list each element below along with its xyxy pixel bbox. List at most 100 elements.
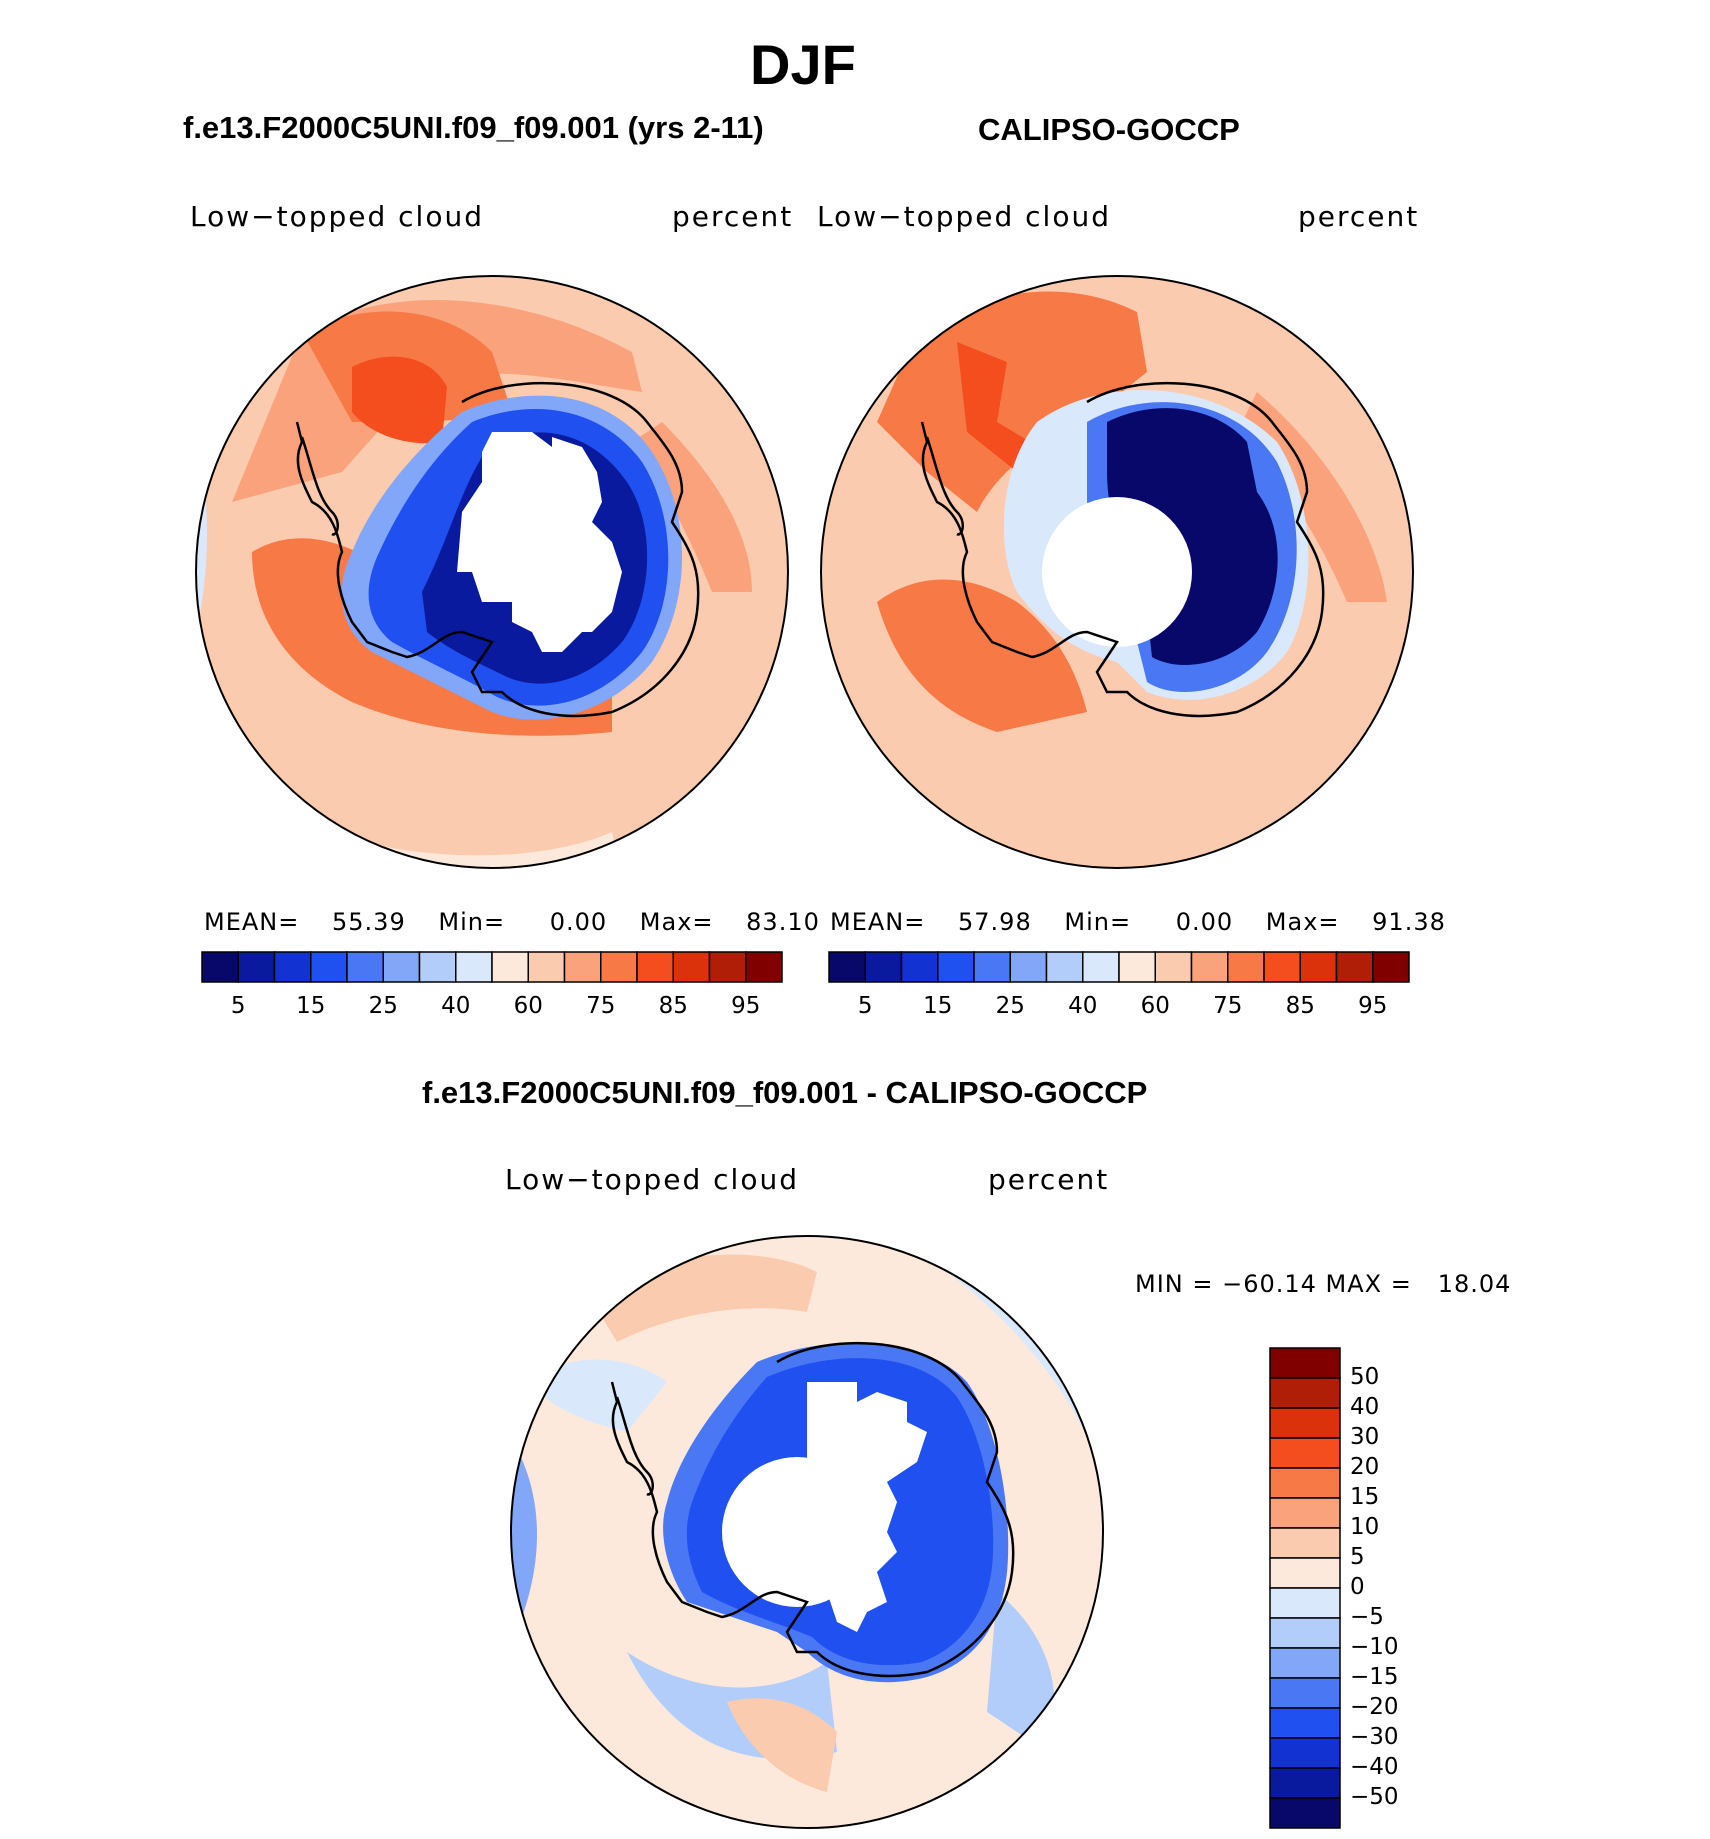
missing-data-region [722, 1457, 872, 1607]
colorbar-swatch [1190, 951, 1229, 983]
colorbar-tick-label: 40 [441, 993, 471, 1019]
colorbar-swatch [900, 951, 939, 983]
coastline [300, 436, 339, 536]
diff-colorbar [1269, 1347, 1341, 1829]
colorbar-tick-label: 60 [513, 993, 543, 1019]
colorbar-swatch [672, 951, 711, 983]
obs-colorbar [828, 951, 1410, 983]
colorbar-swatch [237, 951, 276, 983]
colorbar-tick-label: 20 [1350, 1454, 1380, 1480]
colorbar-swatch [1082, 951, 1120, 983]
colorbar-tick-label: 25 [368, 993, 398, 1019]
colorbar-tick-label: 10 [1350, 1514, 1380, 1540]
cloud-region [352, 356, 447, 444]
colorbar-swatch [1263, 951, 1301, 983]
colorbar-swatch [1269, 1767, 1341, 1799]
colorbar-swatch [201, 951, 239, 983]
coastline [615, 1396, 654, 1496]
colorbar-swatch [418, 951, 457, 983]
colorbar-swatch [1269, 1407, 1341, 1439]
colorbar-tick-label: 85 [1285, 993, 1315, 1019]
colorbar-tick-label: 0 [1350, 1574, 1365, 1600]
colorbar-swatch [1118, 951, 1156, 983]
obs-stats: MEAN= 57.98 Min= 0.00 Max= 91.38 [830, 908, 1445, 936]
figure-title: DJF [750, 33, 856, 96]
colorbar-tick-label: 85 [658, 993, 688, 1019]
colorbar-tick-label: −30 [1350, 1724, 1399, 1750]
mean-value: 55.39 [332, 908, 406, 936]
right-units-label: percent [1298, 200, 1420, 233]
colorbar-swatch [346, 951, 384, 983]
coastline [295, 381, 700, 718]
colorbar-swatch [1045, 951, 1084, 983]
colorbar-swatch [310, 951, 348, 983]
colorbar-tick-label: 15 [923, 993, 953, 1019]
colorbar-swatch [745, 951, 783, 983]
colorbar-swatch [1269, 1527, 1341, 1559]
colorbar-swatch [1269, 1557, 1341, 1589]
missing-data-region [457, 432, 622, 652]
colorbar-tick-label: 15 [1350, 1484, 1380, 1510]
colorbar-swatch [708, 951, 747, 983]
diff-colorbar-ticks: 50 40 30 20 15 10 5 0 −5 −10 −15 −20 −30 −40 −50 [1350, 1348, 1470, 1828]
cloud-region [877, 291, 1147, 512]
colorbar-swatch [1269, 1647, 1341, 1679]
colorbar-swatch [1269, 1467, 1341, 1499]
colorbar-swatch [1269, 1797, 1341, 1829]
colorbar-tick-label: 40 [1068, 993, 1098, 1019]
right-variable-label: Low−topped cloud [817, 200, 1111, 233]
map-outline [195, 275, 789, 869]
colorbar-swatch [1269, 1737, 1341, 1769]
colorbar-swatch [1335, 951, 1374, 983]
colorbar-swatch [1372, 951, 1410, 983]
diff-region [727, 1698, 837, 1792]
colorbar-swatch [828, 951, 866, 983]
cloud-region [632, 422, 752, 592]
mean-label: MEAN= [830, 908, 926, 936]
colorbar-tick-label: 75 [1213, 993, 1243, 1019]
left-variable-label: Low−topped cloud [190, 200, 484, 233]
colorbar-swatch [1269, 1347, 1341, 1379]
diff-panel-title: f.e13.F2000C5UNI.f09_f09.001 - CALIPSO-G… [422, 1075, 1148, 1110]
min-value: 0.00 [549, 908, 608, 936]
colorbar-tick-label: 40 [1350, 1394, 1380, 1420]
colorbar-swatch [1269, 1677, 1341, 1709]
colorbar-tick-label: 5 [857, 993, 873, 1019]
colorbar-swatch [273, 951, 312, 983]
colorbar-tick-label: 75 [586, 993, 616, 1019]
diff-units-label: percent [988, 1163, 1110, 1196]
max-label: Max= [1265, 908, 1340, 936]
coastline [925, 436, 964, 536]
coastline [610, 1341, 1015, 1678]
colorbar-swatch [1227, 951, 1265, 983]
right-panel-title: CALIPSO-GOCCP [978, 112, 1240, 147]
cloud-region [877, 579, 1087, 732]
colorbar-tick-label: 95 [731, 993, 761, 1019]
obs-colorbar-ticks: 5 15 25 40 60 75 85 95 [829, 993, 1409, 1023]
colorbar-swatch [527, 951, 566, 983]
colorbar-swatch [563, 951, 602, 983]
left-panel-title: f.e13.F2000C5UNI.f09_f09.001 (yrs 2-11) [183, 110, 764, 145]
max-value: 83.10 [746, 908, 820, 936]
colorbar-tick-label: 60 [1140, 993, 1170, 1019]
colorbar-tick-label: 30 [1350, 1424, 1380, 1450]
colorbar-swatch [1299, 951, 1338, 983]
map-outline [820, 275, 1414, 869]
colorbar-swatch [1269, 1587, 1341, 1619]
left-units-label: percent [672, 200, 794, 233]
diff-region [527, 1359, 667, 1432]
colorbar-tick-label: 25 [995, 993, 1025, 1019]
colorbar-swatch [1269, 1707, 1341, 1739]
min-label: Min= [438, 908, 506, 936]
colorbar-tick-label: 95 [1358, 993, 1388, 1019]
map-outline [510, 1235, 1104, 1829]
min-label: Min= [1064, 908, 1132, 936]
colorbar-tick-label: −40 [1350, 1754, 1399, 1780]
colorbar-swatch [1269, 1497, 1341, 1529]
obs-polar-map [820, 275, 1414, 869]
diff-polar-map [510, 1235, 1104, 1829]
colorbar-swatch [491, 951, 529, 983]
colorbar-swatch [1269, 1617, 1341, 1649]
diff-minmax: MIN = −60.14 MAX = 18.04 [1135, 1270, 1512, 1298]
colorbar-swatch [600, 951, 638, 983]
